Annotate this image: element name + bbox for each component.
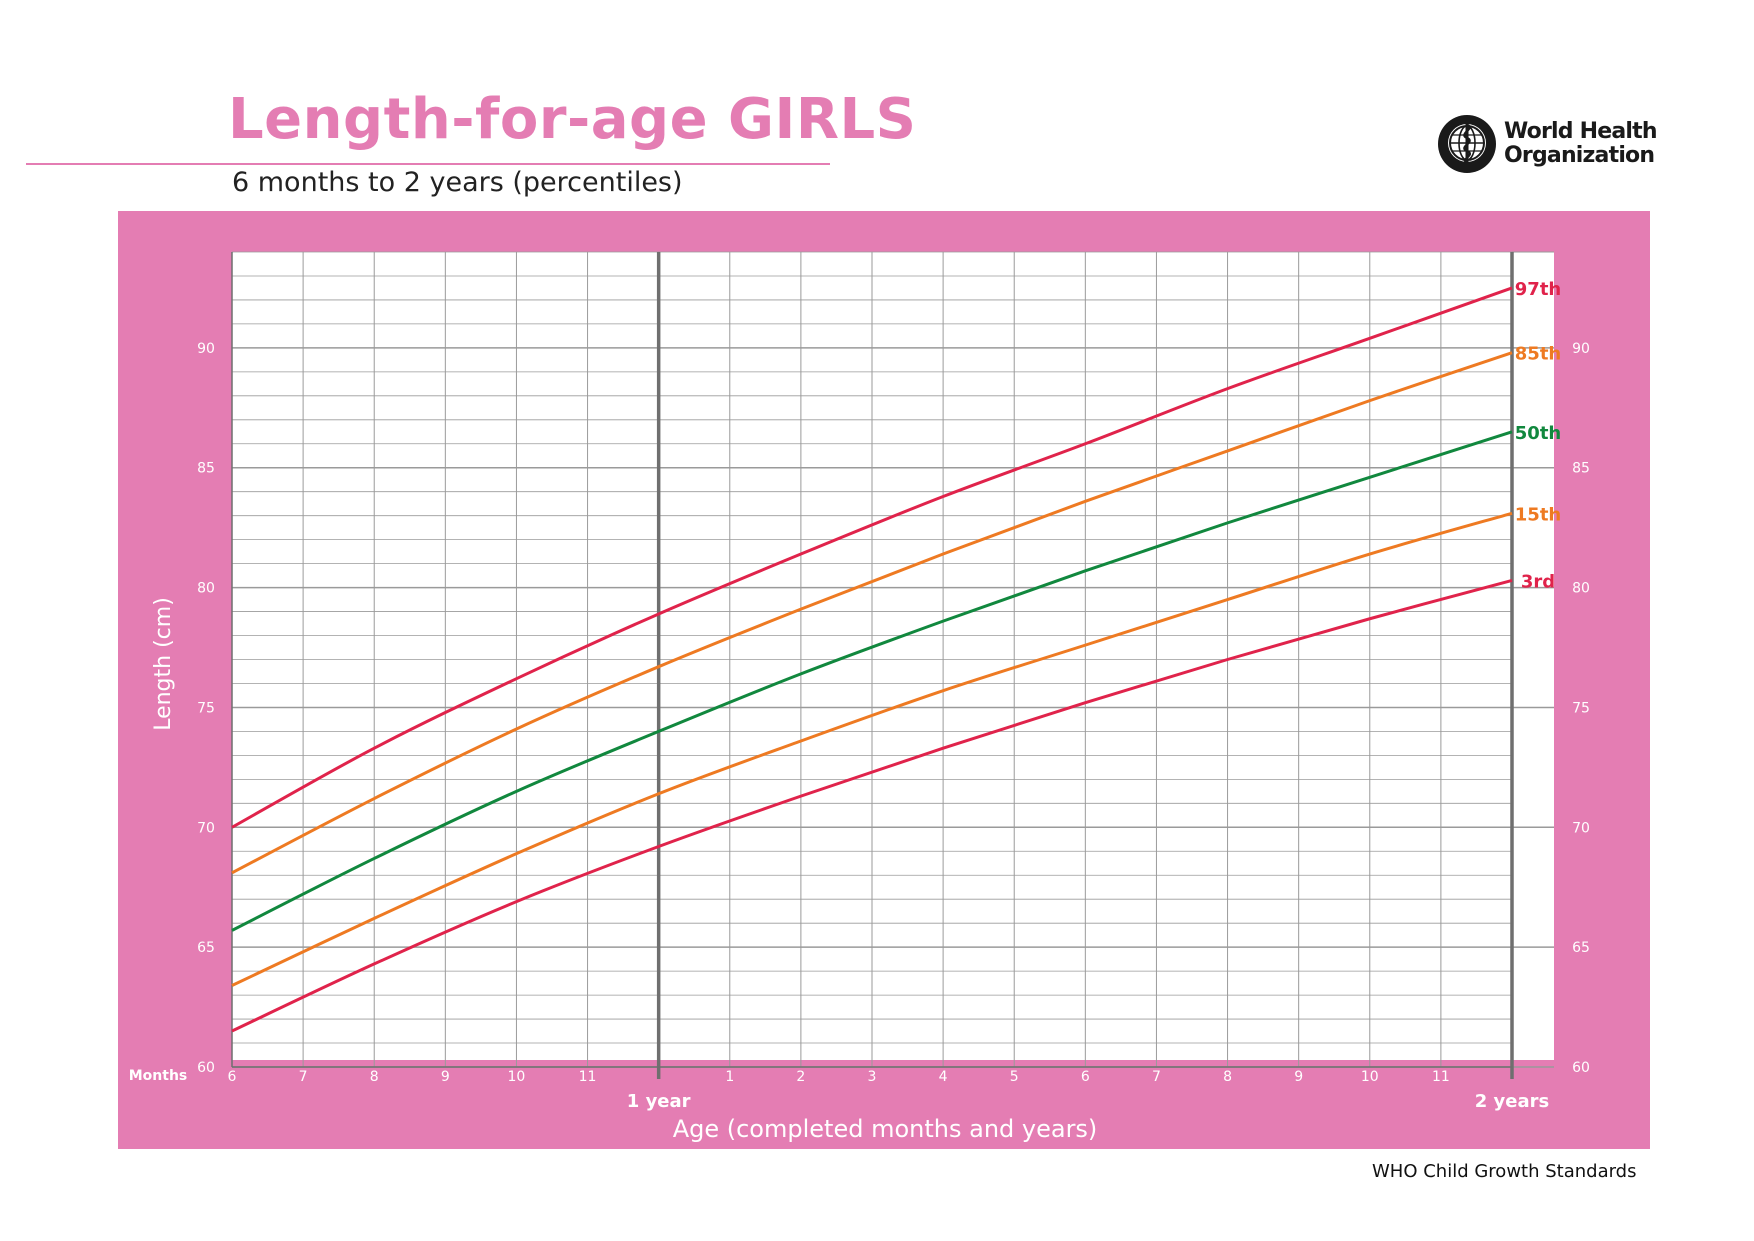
y-tick-label-right: 75 <box>1572 700 1590 716</box>
y-tick-label-right: 65 <box>1572 940 1590 956</box>
year-marker-label: 1 year <box>627 1091 691 1112</box>
chart-title: Length-for-age GIRLS <box>228 87 917 152</box>
series-line-85th <box>231 351 1513 875</box>
series-label-97th: 97th <box>1515 279 1561 300</box>
x-tick-label: 5 <box>1010 1069 1019 1085</box>
x-tick-label: 11 <box>1432 1069 1450 1085</box>
x-tick-label: 8 <box>370 1069 379 1085</box>
series-label-85th: 85th <box>1515 344 1561 365</box>
who-logo: World Health Organization <box>1436 113 1658 175</box>
x-tick-label: 4 <box>939 1069 948 1085</box>
x-tick-label: 6 <box>228 1069 237 1085</box>
y-tick-label-left: 80 <box>197 581 215 597</box>
x-tick-label: 10 <box>1361 1069 1379 1085</box>
x-tick-label: 11 <box>579 1069 597 1085</box>
title-underline <box>26 163 830 165</box>
series-line-50th <box>231 430 1513 932</box>
who-logo-line2: Organization <box>1504 143 1655 168</box>
series-line-3rd <box>231 578 1513 1033</box>
series-line-97th <box>231 286 1513 829</box>
x-tick-label: 3 <box>868 1069 877 1085</box>
y-tick-label-left: 60 <box>197 1060 215 1076</box>
x-tick-label: 8 <box>1223 1069 1232 1085</box>
x-tick-label: 10 <box>508 1069 526 1085</box>
series-label-15th: 15th <box>1515 504 1561 525</box>
x-tick-label: 7 <box>1152 1069 1161 1085</box>
footer-source: WHO Child Growth Standards <box>1372 1161 1637 1182</box>
plot-area <box>232 252 1554 1060</box>
x-tick-label: 2 <box>796 1069 805 1085</box>
y-tick-label-left: 90 <box>197 341 215 357</box>
who-emblem-icon <box>1438 115 1496 173</box>
x-axis-label: Age (completed months and years) <box>673 1115 1098 1143</box>
y-tick-label-right: 85 <box>1572 461 1590 477</box>
y-tick-label-right: 70 <box>1572 820 1590 836</box>
y-tick-label-right: 90 <box>1572 341 1590 357</box>
y-tick-label-left: 75 <box>197 700 215 716</box>
y-tick-label-right: 80 <box>1572 581 1590 597</box>
series-label-50th: 50th <box>1515 423 1561 444</box>
series-label-3rd: 3rd <box>1521 571 1555 592</box>
chart-subtitle: 6 months to 2 years (percentiles) <box>232 167 683 198</box>
who-logo-text: World Health Organization <box>1504 119 1658 168</box>
y-tick-label-left: 65 <box>197 940 215 956</box>
series-lines: 97th 85th 50th 15th 3rd <box>231 279 1561 1033</box>
x-tick-label: 7 <box>299 1069 308 1085</box>
series-line-15th <box>231 511 1513 987</box>
x-tick-label: 1 <box>725 1069 734 1085</box>
x-tick-label: 9 <box>441 1069 450 1085</box>
grid-lines <box>231 251 1554 1079</box>
x-tick-label: 6 <box>1081 1069 1090 1085</box>
y-tick-label-right: 60 <box>1572 1060 1590 1076</box>
x-unit-label: Months <box>129 1068 188 1084</box>
y-tick-label-left: 85 <box>197 461 215 477</box>
y-axis-label: Length (cm) <box>151 597 176 731</box>
year-marker-label: 2 years <box>1475 1091 1549 1112</box>
y-tick-label-left: 70 <box>197 820 215 836</box>
who-logo-line1: World Health <box>1504 119 1658 144</box>
x-tick-label: 9 <box>1294 1069 1303 1085</box>
